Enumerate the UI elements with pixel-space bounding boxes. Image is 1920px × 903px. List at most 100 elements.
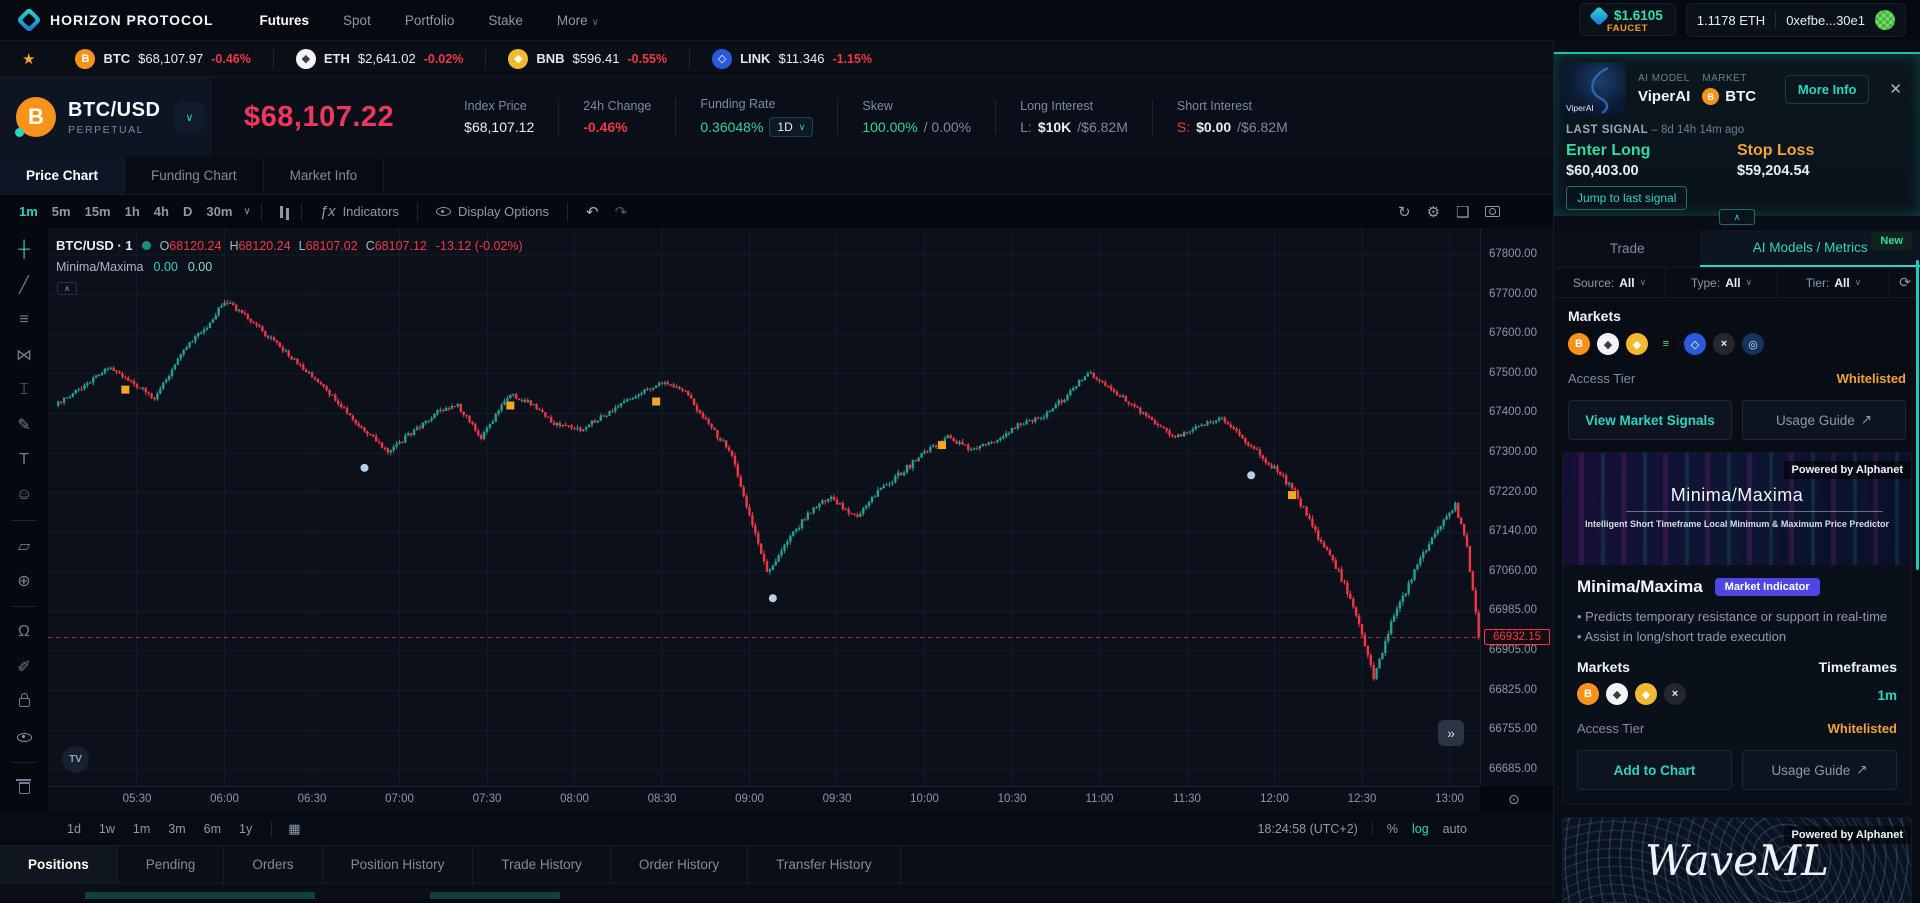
display-options-button[interactable]: Display Options bbox=[428, 204, 557, 219]
nav-item-stake[interactable]: Stake bbox=[488, 12, 523, 28]
usage-guide-button[interactable]: Usage Guide ↗ bbox=[1742, 400, 1906, 440]
zoom-in-icon[interactable]: ⊕ bbox=[17, 573, 31, 590]
timeframe-1h[interactable]: 1h bbox=[124, 204, 140, 219]
jump-to-last-signal-button[interactable]: Jump to last signal bbox=[1566, 186, 1688, 210]
timeframe-15m[interactable]: 15m bbox=[84, 204, 111, 219]
tab-funding-chart[interactable]: Funding Chart bbox=[125, 157, 264, 194]
panel-scroll-area[interactable]: Markets B ◆ ◆ ≡ ◇ × ◎ Access Tier Whitelisted … bbox=[1554, 298, 1920, 903]
redo-button[interactable]: ↷ bbox=[607, 203, 636, 221]
nav-item-futures[interactable]: Futures bbox=[259, 12, 310, 28]
panel-scrollbar[interactable] bbox=[1916, 260, 1919, 570]
range-1w[interactable]: 1w bbox=[98, 821, 115, 836]
position-tool-icon[interactable]: ⌶ bbox=[19, 381, 29, 398]
crosshair-icon[interactable]: ┼ bbox=[18, 241, 30, 258]
coin-sol-icon[interactable]: ≡ bbox=[1655, 333, 1677, 355]
emoji-icon[interactable]: ☺ bbox=[15, 486, 33, 503]
coin-bnb-icon[interactable]: ◆ bbox=[1626, 333, 1648, 355]
legend-collapse-button[interactable]: ∧ bbox=[57, 282, 77, 295]
add-to-chart-button[interactable]: Add to Chart bbox=[1577, 750, 1732, 791]
favorites-star-icon[interactable]: ★ bbox=[22, 50, 36, 68]
view-market-signals-button[interactable]: View Market Signals bbox=[1568, 400, 1732, 440]
timeframe-5m[interactable]: 5m bbox=[51, 204, 71, 219]
range-3m[interactable]: 3m bbox=[168, 821, 186, 836]
indicators-button[interactable]: ƒx Indicators bbox=[312, 203, 407, 220]
coin-x-icon[interactable]: × bbox=[1664, 683, 1686, 706]
candle-style-button[interactable] bbox=[272, 205, 291, 218]
axis-settings-icon[interactable]: ⊙ bbox=[1508, 791, 1520, 807]
trendline-icon[interactable]: ╱ bbox=[19, 277, 29, 294]
timeframe-D[interactable]: D bbox=[182, 204, 193, 219]
tradingview-logo[interactable]: TV bbox=[62, 746, 89, 773]
candlestick-chart[interactable] bbox=[48, 228, 1480, 786]
coin-eth-icon[interactable]: ◆ bbox=[295, 48, 316, 69]
timeframe-1m[interactable]: 1m bbox=[19, 204, 38, 219]
panel-tab-trade[interactable]: Trade bbox=[1554, 230, 1701, 267]
usage-guide-button[interactable]: Usage Guide ↗ bbox=[1742, 750, 1897, 791]
range-6m[interactable]: 6m bbox=[203, 821, 222, 836]
undo-button[interactable]: ↶ bbox=[578, 203, 607, 221]
nav-item-portfolio[interactable]: Portfolio bbox=[404, 12, 455, 28]
coin-x-icon[interactable]: × bbox=[1713, 333, 1735, 355]
coin-eth-icon[interactable]: ◆ bbox=[1606, 683, 1628, 706]
fib-lines-icon[interactable]: ≡ bbox=[19, 311, 29, 328]
range-1m[interactable]: 1m bbox=[132, 821, 151, 836]
tab-pending[interactable]: Pending bbox=[118, 846, 225, 883]
camera-icon[interactable] bbox=[1485, 206, 1501, 217]
fullscreen-icon[interactable]: ❏ bbox=[1456, 203, 1470, 221]
tab-order-history[interactable]: Order History bbox=[611, 846, 749, 883]
filter-source[interactable]: Source: All ∨ bbox=[1554, 268, 1666, 297]
draw-lock-icon[interactable]: ✐ bbox=[17, 659, 31, 676]
ticker-item-btc[interactable]: B BTC $68,107.97 -0.46% bbox=[53, 48, 272, 69]
time-axis[interactable]: 05:30 06:00 06:30 07:00 07:30 08:00 08:30 09:00… bbox=[48, 786, 1480, 812]
chevron-down-icon[interactable]: ∨ bbox=[174, 102, 205, 132]
pair-selector[interactable]: B BTC/USD PERPETUAL ∨ bbox=[0, 77, 212, 157]
trash-icon[interactable] bbox=[10, 778, 38, 798]
log-scale-button[interactable]: log bbox=[1411, 821, 1429, 836]
ticker-item-eth[interactable]: ◆ ETH $2,641.02 -0.02% bbox=[272, 48, 485, 69]
gear-icon[interactable]: ⚙ bbox=[1426, 203, 1441, 221]
coin-btc-icon[interactable]: B bbox=[75, 48, 96, 69]
lock-icon[interactable] bbox=[10, 692, 38, 712]
price-chart[interactable]: BTC/USD · 1 O68120.24 H68120.24 L68107.02 C… bbox=[48, 228, 1480, 786]
timeframe-30m[interactable]: 30m bbox=[206, 204, 233, 219]
coin-link-icon[interactable]: ◇ bbox=[1684, 333, 1706, 355]
coin-eth-icon[interactable]: ◆ bbox=[1597, 333, 1619, 355]
coin-btc-icon[interactable]: B bbox=[1577, 683, 1599, 706]
tab-transfer-history[interactable]: Transfer History bbox=[748, 846, 901, 883]
auto-scale-button[interactable]: auto bbox=[1442, 821, 1467, 836]
range-1y[interactable]: 1y bbox=[239, 821, 253, 836]
percent-scale-button[interactable]: % bbox=[1386, 821, 1398, 836]
signal-card-collapse-button[interactable]: ∧ bbox=[1719, 209, 1755, 225]
ruler-icon[interactable]: ▱ bbox=[17, 538, 31, 555]
tab-market-info[interactable]: Market Info bbox=[264, 157, 385, 194]
scroll-to-end-button[interactable]: » bbox=[1438, 720, 1464, 746]
funding-interval-select[interactable]: 1D ∨ bbox=[769, 117, 814, 137]
more-info-button[interactable]: More Info bbox=[1784, 74, 1870, 104]
pattern-icon[interactable]: ⋈ bbox=[16, 347, 32, 364]
filter-type[interactable]: Type: All ∨ bbox=[1666, 268, 1778, 297]
refresh-icon[interactable]: ⟳ bbox=[1899, 274, 1911, 290]
brush-icon[interactable]: ✎ bbox=[17, 417, 31, 434]
ticker-item-bnb[interactable]: ◆ BNB $596.41 -0.55% bbox=[485, 48, 689, 69]
coin-bnb-icon[interactable]: ◆ bbox=[508, 48, 529, 69]
go-to-date-icon[interactable]: ▦ bbox=[271, 820, 301, 837]
timeframe-more-icon[interactable]: ∨ bbox=[243, 206, 251, 217]
replay-icon[interactable]: ↻ bbox=[1398, 203, 1411, 221]
hide-drawings-icon[interactable] bbox=[10, 727, 38, 747]
coin-link-icon[interactable]: ◇ bbox=[712, 48, 733, 69]
token-price-faucet[interactable]: $1.6105 FAUCET bbox=[1578, 3, 1676, 36]
coin-bnb-icon[interactable]: ◆ bbox=[1635, 683, 1657, 706]
timeframe-4h[interactable]: 4h bbox=[153, 204, 169, 219]
magnet-icon[interactable]: Ω bbox=[18, 623, 30, 640]
range-1d[interactable]: 1d bbox=[67, 821, 81, 836]
close-icon[interactable]: ✕ bbox=[1889, 81, 1902, 98]
tab-trade-history[interactable]: Trade History bbox=[473, 846, 611, 883]
price-axis[interactable]: 67800.00 67700.00 67600.00 67500.00 67400.00… bbox=[1480, 228, 1553, 786]
ticker-item-link[interactable]: ◇ LINK $11.346 -1.15% bbox=[689, 48, 894, 69]
nav-item-spot[interactable]: Spot bbox=[343, 12, 371, 28]
coin-btc-icon[interactable]: B bbox=[1568, 333, 1590, 355]
coin-other-icon[interactable]: ◎ bbox=[1742, 333, 1764, 355]
tab-price-chart[interactable]: Price Chart bbox=[0, 157, 126, 194]
text-tool-icon[interactable]: T bbox=[19, 451, 29, 468]
tab-positions[interactable]: Positions bbox=[0, 846, 118, 883]
